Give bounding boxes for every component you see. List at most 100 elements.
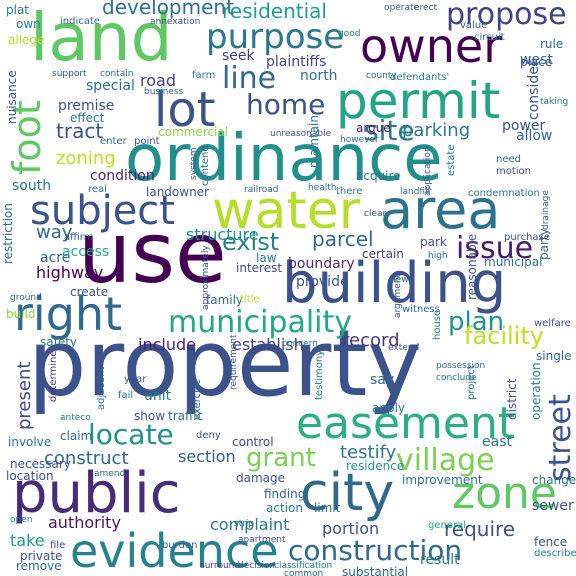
word-place: place bbox=[520, 55, 552, 69]
word-support: support bbox=[52, 69, 87, 79]
word-certain: certain bbox=[362, 247, 404, 261]
word-provide: provide bbox=[296, 274, 349, 290]
word-improvement: improvement bbox=[402, 473, 483, 487]
word-condemnation: condemnation bbox=[468, 188, 540, 199]
word-city: city bbox=[300, 463, 394, 523]
word-permit: permit bbox=[336, 72, 500, 130]
word-landfill: landfill bbox=[400, 187, 430, 197]
word-allow: allow bbox=[516, 128, 552, 144]
word-drainage: drainage bbox=[541, 190, 551, 230]
word-decision: decision bbox=[238, 561, 275, 571]
word-apartment: apartment bbox=[238, 535, 286, 545]
word-rule: rule bbox=[540, 37, 563, 51]
word-land: land bbox=[30, 0, 173, 76]
word-authority: authority bbox=[48, 513, 121, 532]
word-acre: acre bbox=[40, 250, 70, 266]
word-village: village bbox=[396, 443, 495, 478]
word-county: county bbox=[366, 71, 397, 81]
word-effect: effect bbox=[70, 111, 105, 125]
word-condition: condition bbox=[90, 168, 155, 184]
word-circuit: circuit bbox=[474, 32, 505, 43]
word-easement: easement bbox=[296, 398, 515, 449]
word-house: house bbox=[432, 310, 443, 340]
word-project: project bbox=[466, 365, 477, 400]
word-contend: contend bbox=[200, 145, 211, 186]
word-issue: issue bbox=[456, 231, 533, 266]
word-water: water bbox=[212, 181, 361, 241]
word-welfare: welfare bbox=[534, 318, 571, 329]
word-municipal: municipal bbox=[484, 255, 542, 269]
word-plat: plat bbox=[6, 3, 29, 17]
word-park: park bbox=[420, 235, 447, 249]
word-north: north bbox=[300, 68, 338, 84]
word-propose: propose bbox=[446, 0, 567, 32]
word-necessary: necessary bbox=[10, 457, 71, 471]
word-limit: limit bbox=[314, 501, 341, 515]
word-location: location bbox=[6, 469, 54, 483]
word-unit: unit bbox=[144, 388, 172, 404]
word-complaint: complaint bbox=[210, 515, 289, 534]
word-high: high bbox=[428, 251, 448, 261]
word-grant: grant bbox=[246, 443, 316, 473]
word-classification: classification bbox=[274, 561, 332, 571]
word-point: point bbox=[134, 136, 160, 147]
word-site: site bbox=[364, 114, 415, 147]
word-use: use bbox=[78, 204, 227, 302]
word-year: year bbox=[124, 374, 147, 385]
word-testify: testify bbox=[340, 442, 397, 463]
word-application: application bbox=[423, 146, 433, 196]
word-construct: construct bbox=[44, 448, 129, 469]
word-extend: extend bbox=[388, 343, 419, 353]
word-describe: describe bbox=[534, 548, 576, 559]
word-boundary: boundary bbox=[288, 256, 355, 272]
word-exist: exist bbox=[222, 228, 279, 256]
word-section: section bbox=[178, 447, 236, 466]
word-home: home bbox=[246, 88, 325, 121]
word-locate: locate bbox=[88, 418, 174, 451]
word-ground: ground bbox=[10, 293, 42, 303]
word-consider: consider bbox=[526, 60, 542, 120]
word-real: real bbox=[88, 184, 107, 195]
word-require: require bbox=[444, 517, 515, 541]
word-apply: apply bbox=[372, 401, 405, 415]
word-anteco: anteco bbox=[60, 413, 91, 423]
word-action: action bbox=[266, 501, 303, 515]
word-however: however bbox=[340, 135, 379, 145]
word-west: west bbox=[520, 52, 553, 68]
word-surround: surround bbox=[200, 561, 240, 571]
word-exercise: exercise bbox=[192, 379, 203, 420]
word-estate: estate bbox=[446, 145, 457, 176]
word-building: building bbox=[282, 251, 506, 316]
word-affirm: affirm bbox=[64, 232, 93, 243]
word-involve: involve bbox=[8, 435, 51, 449]
word-tract: tract bbox=[56, 119, 103, 143]
word-owner: owner bbox=[360, 19, 502, 73]
word-foot: foot bbox=[5, 100, 49, 175]
word-municipality: municipality bbox=[168, 305, 352, 340]
word-road: road bbox=[140, 71, 176, 90]
word-subject: subject bbox=[30, 188, 175, 234]
word-clear: clear bbox=[364, 209, 387, 219]
word-ordinance: ordinance bbox=[125, 122, 443, 196]
word-change: change bbox=[532, 473, 576, 487]
word-testimony: testimony bbox=[314, 350, 325, 400]
word-strip: strip bbox=[234, 519, 254, 529]
word-party: party bbox=[537, 228, 551, 260]
word-requirement: requirement bbox=[229, 334, 239, 390]
word-east: east bbox=[482, 434, 512, 450]
word-contain: contain bbox=[100, 69, 133, 79]
word-adjacent: adjacent bbox=[96, 367, 107, 410]
word-way: way bbox=[36, 222, 73, 243]
word-line: line bbox=[222, 61, 276, 96]
word-landowner: landowner bbox=[146, 185, 209, 199]
word-power: power bbox=[502, 118, 546, 134]
word-single: single bbox=[536, 349, 572, 363]
word-substantial: substantial bbox=[342, 565, 408, 576]
word-commercial: commercial bbox=[158, 125, 228, 139]
word-remove: remove bbox=[16, 559, 62, 573]
word-taking: taking bbox=[540, 97, 568, 107]
word-file: file bbox=[50, 540, 65, 551]
word-need: need bbox=[496, 154, 521, 165]
word-take: take bbox=[10, 531, 45, 550]
word-indicate: indicate bbox=[60, 16, 100, 27]
